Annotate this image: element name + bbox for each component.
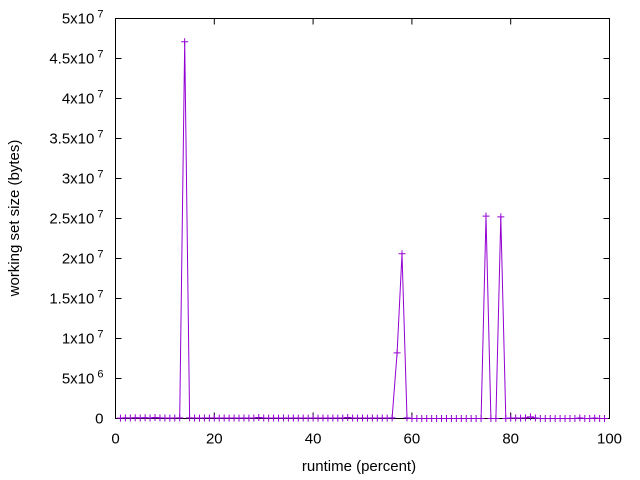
x-tick-label: 80 <box>502 431 519 448</box>
y-axis: 0 5x10 6 1x10 7 1.5x10 7 2x10 7 2.5x10 7 3x10 7 3.5x1… <box>49 9 610 428</box>
data-point-marker <box>601 415 609 422</box>
y-tick-label: 5x10 6 <box>62 369 104 388</box>
y-tick-label: 4x10 7 <box>62 89 104 108</box>
x-tick-label: 40 <box>305 431 322 448</box>
data-point-marker <box>398 250 406 258</box>
series-line <box>120 41 605 420</box>
y-tick-label: 5x10 7 <box>62 9 104 28</box>
data-point-marker <box>482 212 490 220</box>
y-tick-label: 4.5x10 7 <box>49 49 103 68</box>
x-axis: 0 20 40 60 80 100 <box>111 18 622 448</box>
y-tick-label: 1.5x10 7 <box>49 289 103 308</box>
y-tick-label: 3x10 7 <box>62 169 104 188</box>
data-point-marker <box>526 413 534 421</box>
y-tick-label: 3.5x10 7 <box>49 129 103 148</box>
data-point-marker <box>492 415 500 422</box>
y-tick-label: 0 <box>95 411 103 428</box>
data-point-marker <box>403 414 411 422</box>
data-point-marker <box>477 415 485 422</box>
data-point-marker <box>388 414 396 422</box>
x-tick-label: 20 <box>206 431 223 448</box>
y-axis-title: working set size (bytes) <box>6 140 23 298</box>
x-tick-label: 100 <box>597 431 622 448</box>
data-point-marker <box>176 414 184 422</box>
plot-frame <box>115 18 610 419</box>
x-tick-label: 60 <box>404 431 421 448</box>
y-tick-label: 2.5x10 7 <box>49 209 103 228</box>
data-point-marker <box>497 213 505 221</box>
data-point-marker <box>393 349 401 357</box>
y-tick-label: 1x10 7 <box>62 329 104 348</box>
x-axis-title: runtime (percent) <box>302 458 416 475</box>
y-tick-label: 2x10 7 <box>62 249 104 268</box>
x-tick-label: 0 <box>111 431 119 448</box>
series-layer <box>116 38 609 422</box>
data-point-marker <box>522 414 530 422</box>
data-point-marker <box>181 38 189 46</box>
